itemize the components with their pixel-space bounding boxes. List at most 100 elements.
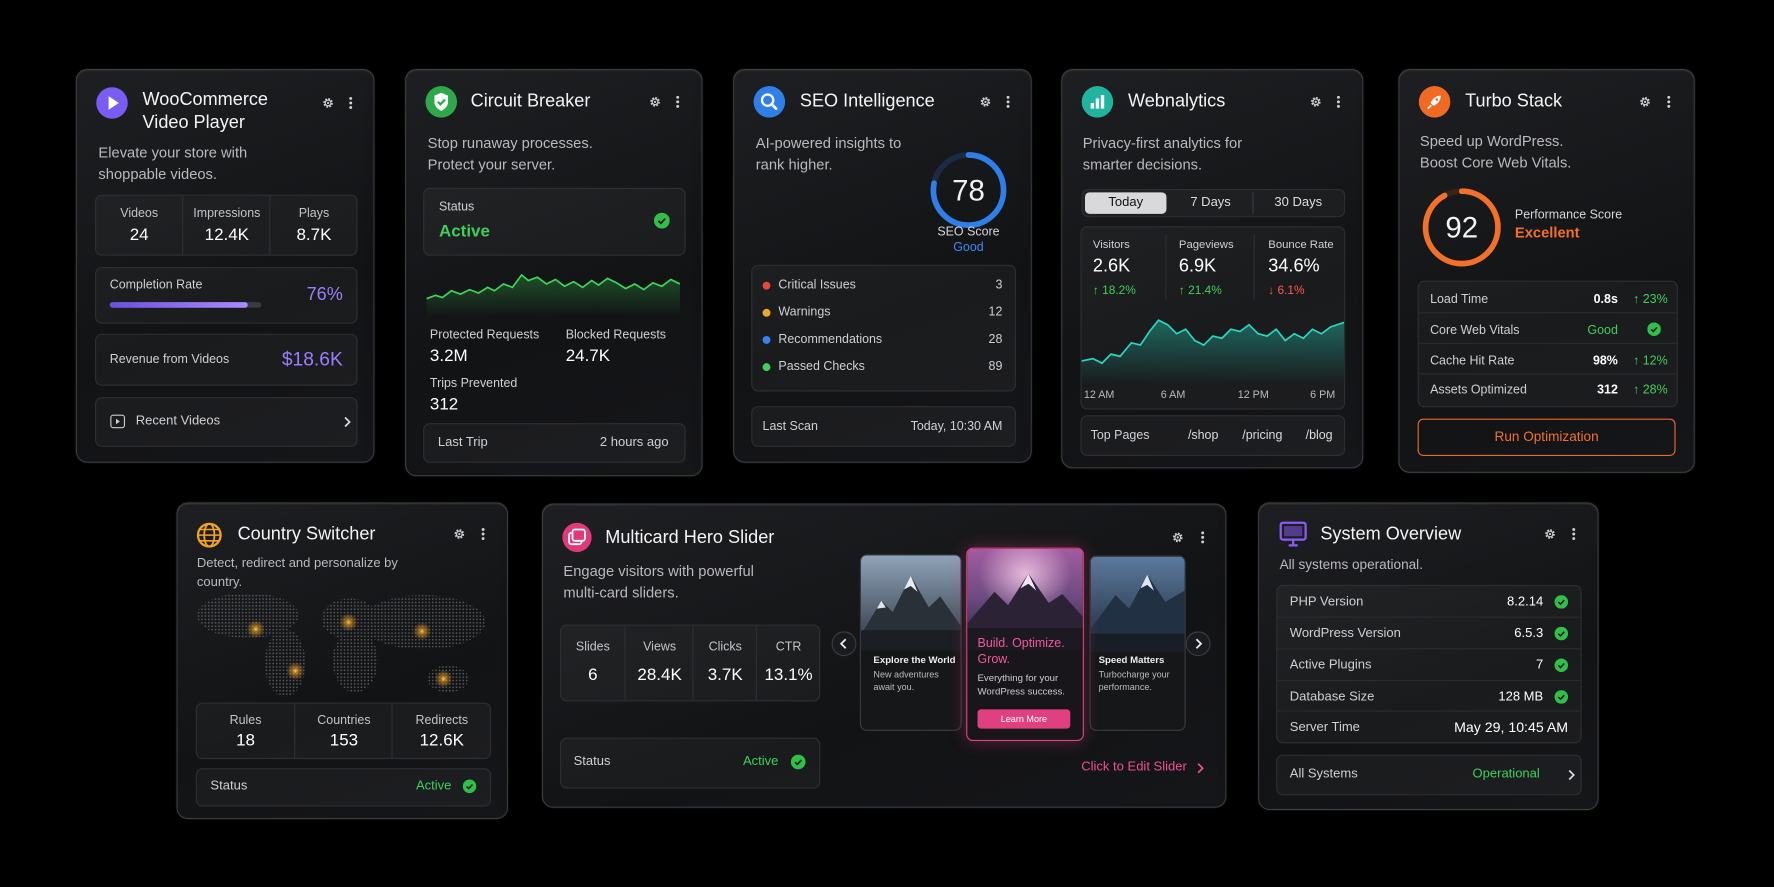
axis-label: 12 PM	[1237, 389, 1269, 402]
circle-graphic	[1548, 532, 1552, 536]
gear-button[interactable]	[1171, 531, 1185, 545]
value: $18.6K	[281, 348, 343, 370]
circle-graphic	[1185, 631, 1211, 657]
dot	[762, 336, 771, 344]
dot	[762, 363, 771, 372]
card-desc: Speed up WordPress. Boost Core Web Vital…	[1419, 132, 1572, 171]
circle-graphic	[1554, 658, 1569, 673]
edit-link[interactable]: Click to Edit Slider	[1081, 760, 1187, 774]
world-map	[196, 592, 486, 697]
panel: Today 7 Days 30 Days	[1081, 188, 1346, 218]
gear-button[interactable]	[321, 96, 335, 110]
circle-graphic	[651, 98, 659, 106]
stat-value: 12.6K	[419, 730, 464, 751]
stat-label: Views	[643, 640, 677, 654]
score-ring	[930, 152, 1007, 228]
value: 24.7K	[565, 346, 611, 366]
label: 2 hours ago	[599, 435, 669, 450]
stat-column: Clicks 3.7K	[692, 625, 756, 701]
menu-button[interactable]	[1006, 95, 1011, 109]
svg-graphic	[1647, 322, 1661, 337]
gear-button[interactable]	[1309, 95, 1323, 109]
label: Recent Videos	[135, 414, 221, 428]
menu-button[interactable]	[1200, 531, 1205, 545]
stat-value: 12.4K	[204, 225, 250, 245]
card-title: Country Switcher	[237, 524, 376, 545]
gear-button[interactable]	[979, 95, 993, 109]
page-link[interactable]: /blog	[1305, 428, 1333, 443]
gear-button[interactable]	[453, 527, 467, 541]
slide-text: Turbocharge your performance.	[1098, 669, 1170, 693]
path-graphic	[839, 638, 847, 649]
card: Circuit Breaker Stop runaway processes. …	[405, 69, 703, 477]
circle-graphic	[1172, 532, 1183, 543]
label: All Systems	[1289, 767, 1358, 781]
label: Active Plugins	[1289, 658, 1372, 673]
circle-graphic	[1647, 322, 1661, 337]
svg-graphic	[1310, 97, 1321, 107]
path-graphic	[1557, 599, 1565, 606]
tab[interactable]: 30 Days	[1274, 195, 1323, 210]
circle-graphic	[1006, 100, 1010, 104]
svg-graphic	[1568, 769, 1575, 781]
circle-graphic	[349, 106, 353, 109]
path-graphic	[1197, 763, 1204, 774]
icon	[753, 85, 786, 118]
rect-graphic	[1095, 98, 1100, 109]
path-graphic	[1020, 573, 1037, 591]
menu-button[interactable]	[1571, 527, 1576, 541]
change: ↑ 21.4%	[1178, 283, 1222, 298]
value: 6.9K	[1178, 256, 1217, 277]
label: Status	[210, 779, 248, 794]
circle-graphic	[1554, 626, 1569, 641]
page-link[interactable]: /pricing	[1242, 428, 1283, 443]
panel[interactable]: All Systems Operational	[1276, 754, 1582, 796]
slide-text: Everything for your WordPress success.	[977, 672, 1065, 697]
progress-fill	[109, 302, 248, 308]
card-desc: Engage visitors with powerful multi-card…	[563, 562, 754, 601]
path-graphic	[1557, 631, 1565, 637]
label: Today, 10:30 AM	[910, 419, 1003, 434]
path-graphic	[1081, 319, 1345, 365]
panel: Load Time 0.8s ↑ 23% Core Web Vitals Goo…	[1417, 280, 1678, 408]
gear-button[interactable]	[1543, 527, 1557, 541]
gear-button[interactable]	[1638, 95, 1652, 109]
circle-graphic	[1572, 532, 1576, 536]
circle-graphic	[982, 98, 989, 106]
circle-graphic	[1435, 98, 1439, 101]
learn-more-button[interactable]: Learn More	[977, 709, 1071, 729]
icon	[196, 522, 222, 548]
menu-button[interactable]	[1667, 95, 1672, 109]
tab[interactable]: Today	[1084, 192, 1167, 214]
slider-arrow[interactable]	[831, 631, 857, 657]
label: Critical Issues	[778, 278, 856, 292]
page-link[interactable]: /shop	[1187, 428, 1219, 443]
label: Operational	[1472, 767, 1540, 781]
slide-title: Build. Optimize. Grow.	[977, 636, 1065, 666]
card: Country Switcher Detect, redirect and pe…	[176, 502, 508, 820]
tab[interactable]: 7 Days	[1169, 192, 1254, 214]
circle-graphic	[1336, 104, 1340, 108]
menu-button[interactable]	[348, 96, 353, 110]
stat-label: Countries	[317, 713, 371, 728]
panel: Status Active	[423, 187, 686, 256]
path-graphic	[108, 96, 119, 110]
panel: Completion Rate 76%	[95, 267, 358, 324]
label: 3	[995, 278, 1003, 292]
score-value: 78	[952, 173, 985, 208]
circle-graphic	[454, 529, 465, 539]
circle-graphic	[1554, 690, 1569, 704]
slider-arrow[interactable]	[1185, 631, 1211, 657]
card: Turbo Stack Speed up WordPress. Boost Co…	[1398, 69, 1695, 473]
svg-graphic	[454, 529, 465, 539]
gear-button[interactable]	[648, 95, 662, 109]
circle-graphic	[653, 212, 670, 229]
label: Server Time	[1289, 720, 1360, 735]
menu-button[interactable]	[1336, 95, 1341, 109]
circle-graphic	[1174, 534, 1182, 541]
menu-button[interactable]	[675, 95, 680, 109]
panel: Last Scan Today, 10:30 AM	[751, 406, 1016, 447]
panel[interactable]: Recent Videos	[95, 397, 358, 447]
menu-button[interactable]	[481, 527, 486, 541]
run-button[interactable]: Run Optimization	[1417, 418, 1676, 456]
